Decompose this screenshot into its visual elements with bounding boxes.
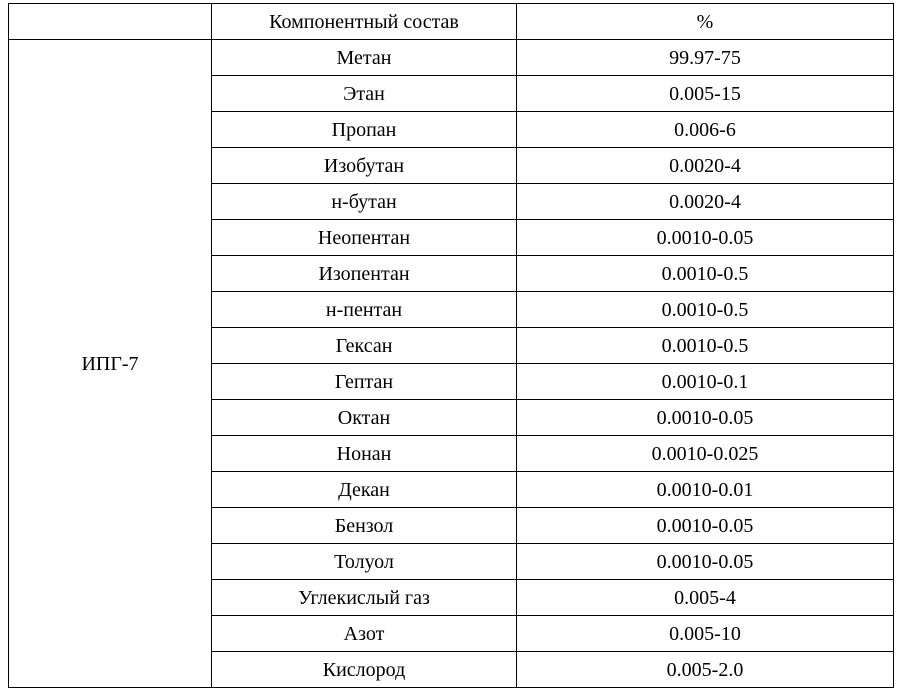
component-cell: Кислород — [211, 651, 517, 688]
table-row: ИПГ-7 Метан 99.97-75 — [8, 39, 894, 688]
component-cell: Пропан — [211, 111, 517, 148]
table-row: Пропан 0.006-6 — [9, 111, 894, 148]
table-row: Гексан 0.0010-0.5 — [9, 327, 894, 364]
table-row: н-бутан 0.0020-4 — [9, 183, 894, 220]
table-row: Углекислый газ 0.005-4 — [9, 579, 894, 616]
component-cell: Толуол — [211, 543, 517, 580]
table-row: н-пентан 0.0010-0.5 — [9, 291, 894, 328]
table-row: Бензол 0.0010-0.05 — [9, 507, 894, 544]
percent-cell: 0.0010-0.1 — [516, 363, 894, 400]
component-cell: Изобутан — [211, 147, 517, 184]
component-cell: Октан — [211, 399, 517, 436]
table-row: Азот 0.005-10 — [9, 615, 894, 652]
component-cell: Углекислый газ — [211, 579, 517, 616]
table-header-row: Компонентный состав % — [8, 3, 894, 40]
component-cell: Гептан — [211, 363, 517, 400]
percent-cell: 0.005-2.0 — [516, 651, 894, 688]
percent-cell: 0.0020-4 — [516, 147, 894, 184]
table-row: Декан 0.0010-0.01 — [9, 471, 894, 508]
percent-cell: 0.0010-0.05 — [516, 507, 894, 544]
table-row: Неопентан 0.0010-0.05 — [9, 219, 894, 256]
component-cell: Гексан — [211, 327, 517, 364]
composition-table: Компонентный состав % ИПГ-7 Метан 99.97-75… — [8, 3, 894, 688]
component-cell: Азот — [211, 615, 517, 652]
percent-cell: 0.005-10 — [516, 615, 894, 652]
header-group — [8, 3, 212, 40]
percent-cell: 0.0020-4 — [516, 183, 894, 220]
table-row: Нонан 0.0010-0.025 — [9, 435, 894, 472]
header-percent: % — [516, 3, 894, 40]
component-cell: Декан — [211, 471, 517, 508]
percent-cell: 0.0010-0.05 — [516, 543, 894, 580]
table-row: Этан 0.005-15 — [9, 75, 894, 112]
percent-cell: 0.0010-0.5 — [516, 255, 894, 292]
component-cell: Бензол — [211, 507, 517, 544]
percent-cell: 0.0010-0.5 — [516, 327, 894, 364]
table-row: Изобутан 0.0020-4 — [9, 147, 894, 184]
table-body: ИПГ-7 Метан 99.97-75 Этан 0.005-15 Пропан 0.00… — [8, 39, 894, 688]
table-row: Кислород 0.005-2.0 — [9, 651, 894, 688]
component-cell: Неопентан — [211, 219, 517, 256]
group-label: ИПГ-7 — [8, 39, 212, 688]
table-row: Октан 0.0010-0.05 — [9, 399, 894, 436]
percent-cell: 0.005-15 — [516, 75, 894, 112]
percent-cell: 99.97-75 — [516, 39, 894, 76]
percent-cell: 0.0010-0.05 — [516, 219, 894, 256]
percent-cell: 0.0010-0.025 — [516, 435, 894, 472]
percent-cell: 0.0010-0.05 — [516, 399, 894, 436]
percent-cell: 0.0010-0.5 — [516, 291, 894, 328]
component-cell: н-бутан — [211, 183, 517, 220]
component-cell: Нонан — [211, 435, 517, 472]
component-cell: Этан — [211, 75, 517, 112]
table-row: Гептан 0.0010-0.1 — [9, 363, 894, 400]
header-component: Компонентный состав — [211, 3, 517, 40]
table-row: Толуол 0.0010-0.05 — [9, 543, 894, 580]
component-cell: н-пентан — [211, 291, 517, 328]
percent-cell: 0.0010-0.01 — [516, 471, 894, 508]
table-row: Изопентан 0.0010-0.5 — [9, 255, 894, 292]
percent-cell: 0.005-4 — [516, 579, 894, 616]
component-cell: Метан — [211, 39, 517, 76]
component-cell: Изопентан — [211, 255, 517, 292]
percent-cell: 0.006-6 — [516, 111, 894, 148]
